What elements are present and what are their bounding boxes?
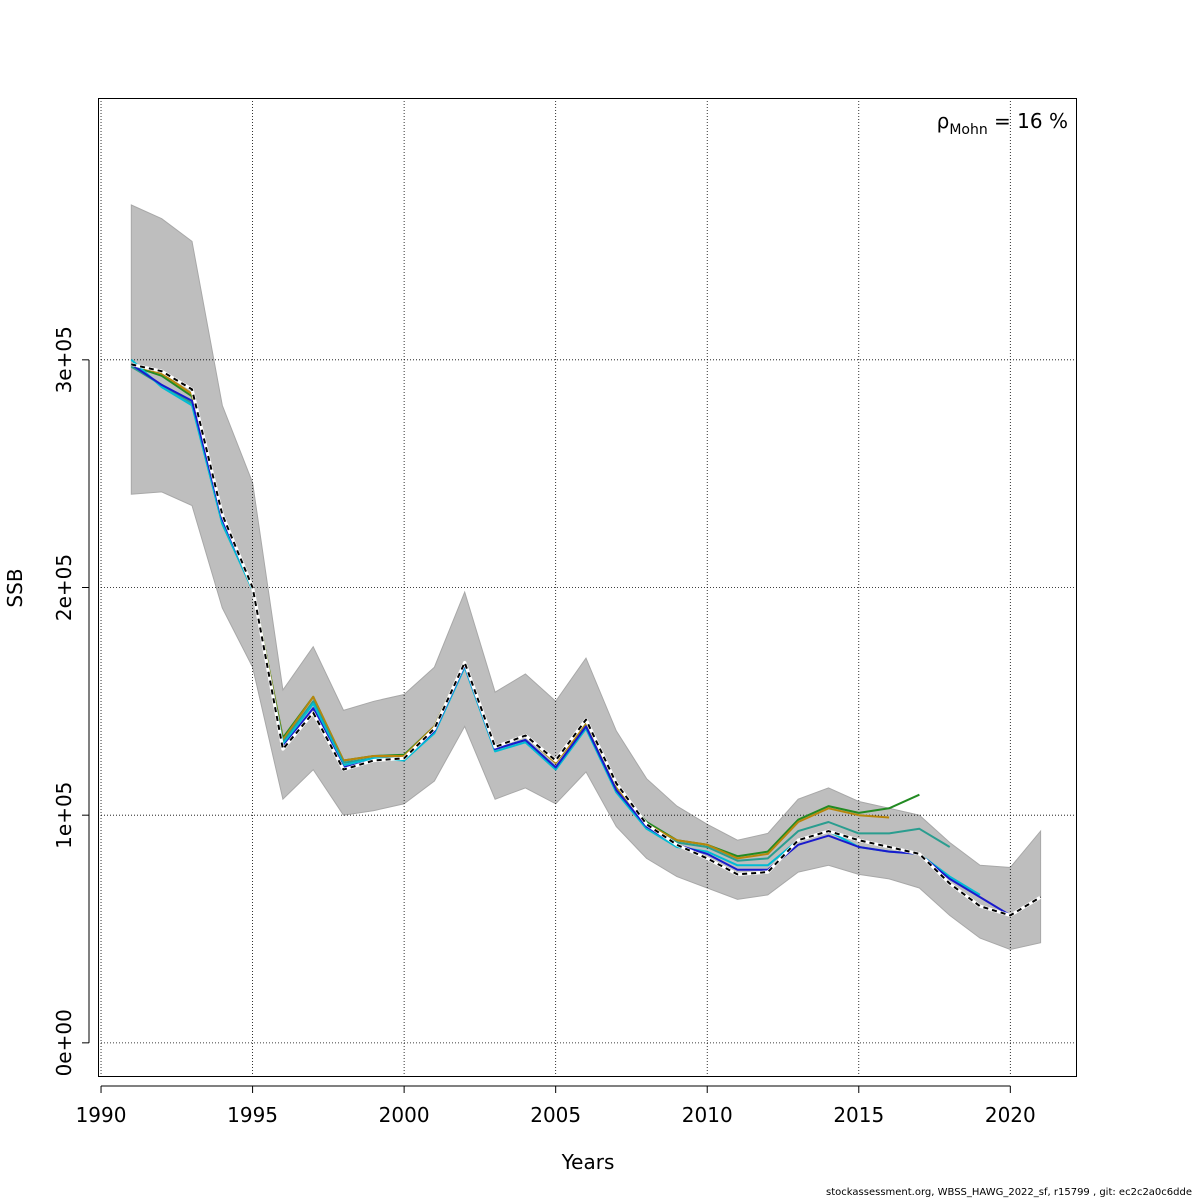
series-layer [130,359,1042,918]
x-tick-label: 2020 [985,1103,1036,1127]
x-tick-label: 2010 [682,1103,733,1127]
mohn-rho-annotation: ρMohn = 16 % [937,109,1068,138]
x-tick-label: 2015 [833,1103,884,1127]
x-axis: 1990 1995 2000 2005 2010 2015 2020 [76,1085,1036,1127]
series-line-5 [131,363,1042,917]
x-axis-title: Years [561,1150,615,1174]
y-tick-label: 1e+05 [52,782,76,849]
y-axis: 0e+00 1e+05 2e+05 3e+05 [52,326,90,1076]
y-tick-label: 2e+05 [52,554,76,621]
rho-symbol: ρ [937,109,950,133]
x-tick-label: 2000 [379,1103,430,1127]
x-tick-label: 1995 [227,1103,278,1127]
x-tick-label: 2005 [530,1103,581,1127]
rho-value: = 16 % [988,109,1068,133]
confidence-band-layer [130,204,1042,951]
footer-credit: stockassessment.org, WBSS_HAWG_2022_sf, … [826,1187,1192,1198]
y-tick-label: 0e+00 [52,1009,76,1076]
rho-subscript: Mohn [949,122,987,138]
confidence-band [130,204,1042,951]
y-axis-title: SSB [3,568,27,607]
y-tick-label: 3e+05 [52,326,76,393]
plot-frame [98,98,1077,1077]
x-tick-label: 1990 [76,1103,127,1127]
